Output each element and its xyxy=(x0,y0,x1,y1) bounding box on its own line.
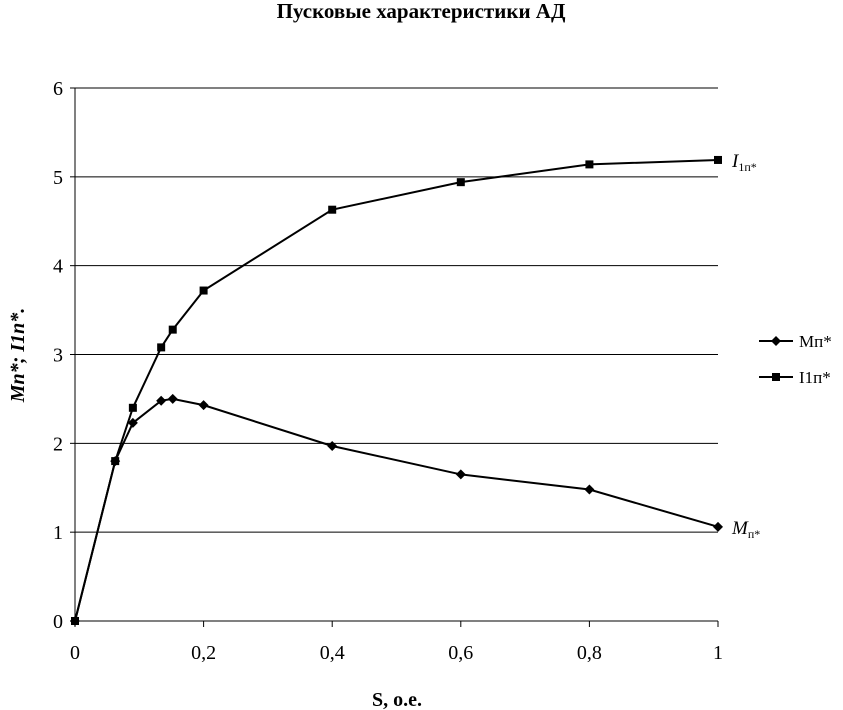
y-tick-label: 6 xyxy=(53,78,63,100)
legend-marker-square xyxy=(772,373,780,381)
x-axis-label: S, о.е. xyxy=(372,689,422,710)
data-point-diamond xyxy=(127,417,138,428)
y-tick-label: 1 xyxy=(53,522,63,544)
data-point-diamond xyxy=(713,521,723,532)
grid-lines xyxy=(75,87,718,533)
data-point-diamond xyxy=(455,469,466,480)
legend-label-0: Мп* xyxy=(799,332,832,351)
legend-label-1: I1п* xyxy=(799,368,831,387)
series-line-0 xyxy=(74,397,719,622)
tick-labels: 0 1 2 3 4 5 6 0 0,2 0,4 0,6 0,8 1 xyxy=(53,78,723,664)
data-point-diamond xyxy=(327,440,338,451)
series-annotation-0: I1п* xyxy=(731,151,757,174)
data-point-square xyxy=(71,617,79,625)
series-annotation-1: Mп* xyxy=(731,518,760,541)
data-point-square xyxy=(328,205,337,214)
data-point-diamond xyxy=(198,400,209,411)
data-point-diamond xyxy=(167,393,178,404)
x-tick-label: 0 xyxy=(70,642,80,664)
data-point-square xyxy=(199,286,208,295)
series-line-1 xyxy=(74,158,719,622)
chart-title: Пусковые характеристики АД xyxy=(277,0,566,23)
data-point-square xyxy=(128,403,137,412)
data-point-square xyxy=(456,178,465,187)
data-point-diamond xyxy=(156,395,167,406)
legend: Мп* I1п* xyxy=(759,332,832,387)
x-tick-label: 1 xyxy=(713,642,723,664)
data-point-square xyxy=(157,343,166,352)
axes xyxy=(70,87,719,627)
series-lines xyxy=(74,158,719,622)
y-tick-label: 2 xyxy=(53,433,63,455)
y-axis-label: Mп*; I1п*. xyxy=(7,308,29,403)
x-tick-label: 0,6 xyxy=(448,642,473,664)
y-tick-label: 5 xyxy=(53,167,63,189)
series-markers xyxy=(70,155,723,626)
y-tick-label: 3 xyxy=(53,345,63,367)
x-tick-label: 0,8 xyxy=(577,642,602,664)
series-annotations: I1п* Mп* xyxy=(731,151,760,541)
y-axis-label-group: Mп*; I1п*. xyxy=(7,308,29,403)
data-point-square xyxy=(111,457,120,466)
data-point-square xyxy=(714,155,722,164)
y-tick-label: 4 xyxy=(53,256,63,278)
data-point-square xyxy=(585,160,594,169)
data-point-diamond xyxy=(584,484,595,495)
legend-marker-diamond xyxy=(771,336,781,346)
y-tick-label: 0 xyxy=(53,611,63,633)
x-tick-label: 0,4 xyxy=(320,642,345,664)
data-point-square xyxy=(168,325,177,334)
x-tick-label: 0,2 xyxy=(191,642,216,664)
